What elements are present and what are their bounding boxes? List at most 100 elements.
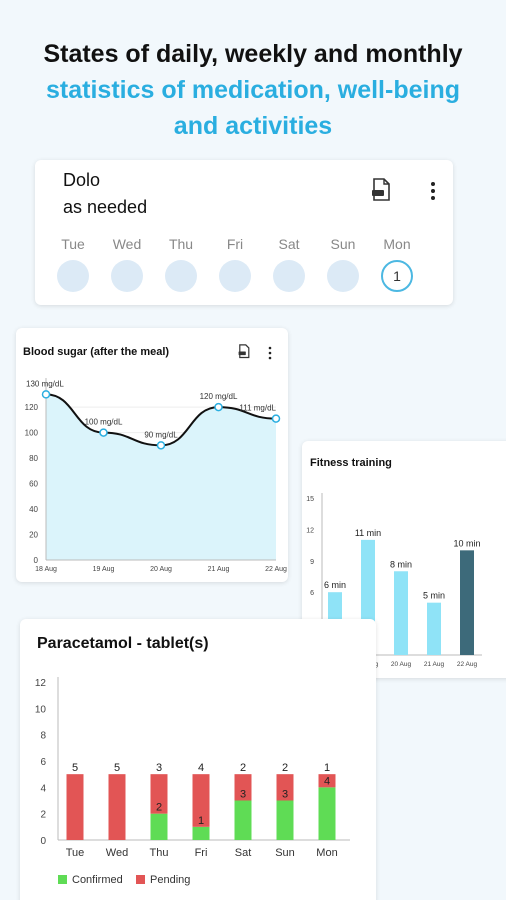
paracetamol-title: Paracetamol - tablet(s): [37, 635, 209, 652]
data-point: [271, 414, 281, 423]
day-label-fri: Fri: [226, 236, 244, 252]
data-label-confirmed: 3: [282, 789, 288, 801]
data-label-pending: 2: [240, 762, 246, 774]
data-label: 120 mg/dL: [200, 392, 238, 401]
data-label: 8 min: [390, 559, 412, 569]
y-tick-label: 60: [29, 480, 38, 489]
data-label: 100 mg/dL: [85, 418, 123, 427]
data-label-pending: 4: [198, 762, 204, 774]
day-label-sun: Sun: [330, 236, 356, 252]
data-label: 6 min: [324, 580, 346, 590]
x-tick-label: 19 Aug: [93, 566, 115, 573]
data-label-pending: 2: [282, 762, 288, 774]
legend-confirmed-label: Confirmed: [72, 874, 123, 886]
y-tick-label: 40: [29, 505, 38, 514]
bar-confirmed: [150, 813, 168, 840]
y-tick-label: 10: [35, 704, 47, 715]
y-tick-label: 6: [40, 757, 46, 768]
x-tick-label: Mon: [316, 847, 337, 859]
bar-confirmed: [276, 800, 294, 840]
data-label: 11 min: [355, 528, 381, 538]
more-vertical-icon[interactable]: [266, 346, 274, 360]
data-label: 111 mg/dL: [239, 404, 276, 413]
x-tick-label: Sun: [275, 847, 295, 859]
bar-pending: [234, 774, 252, 801]
day-label-wed: Wed: [112, 236, 142, 252]
blood-sugar-title: Blood sugar (after the meal): [23, 346, 170, 358]
bar-confirmed: [192, 826, 210, 840]
day-label-tue: Tue: [61, 236, 85, 252]
bar-pending: [108, 774, 126, 840]
bar-pending: [276, 774, 294, 801]
data-label-pending: 1: [324, 762, 330, 774]
data-point: [41, 390, 51, 399]
data-point: [214, 402, 223, 412]
paracetamol-card[interactable]: Paracetamol - tablet(s) 0 2 4 6 8 10 12 5 Tue 5 We…: [20, 619, 376, 900]
x-tick-label: 22 Aug: [457, 661, 478, 668]
bar: [394, 571, 408, 655]
x-tick-label: 20 Aug: [391, 661, 412, 668]
headline-line-2: statistics of medication, well-being: [46, 76, 460, 104]
x-tick-label: 21 Aug: [424, 661, 445, 668]
day-label-sat: Sat: [278, 236, 300, 252]
data-label-confirmed: 1: [198, 815, 204, 827]
bar-pending: [192, 774, 210, 827]
blood-sugar-chart: 0 20 40 60 80 100 120 130 mg/dL 18 Aug 100 mg/dL 1…: [25, 378, 287, 573]
day-dose-indicator[interactable]: [57, 260, 89, 292]
y-tick-label: 8: [40, 731, 46, 742]
x-tick-label: 20 Aug: [150, 566, 172, 573]
data-label-pending: 5: [114, 762, 120, 774]
y-tick-label: 20: [29, 531, 38, 540]
data-point: [99, 428, 108, 437]
x-tick-label: 21 Aug: [208, 566, 230, 573]
data-label-pending: 3: [156, 762, 162, 774]
day-dose-indicator[interactable]: [273, 260, 305, 292]
y-tick-label: 12: [35, 678, 47, 689]
medication-schedule: as needed: [63, 197, 148, 217]
bar: [460, 550, 474, 655]
day-dose-indicator[interactable]: [219, 260, 251, 292]
blood-sugar-card[interactable]: Blood sugar (after the meal) 0 20 40 60 80 10…: [16, 328, 288, 582]
day-label-thu: Thu: [168, 236, 194, 252]
data-point: [156, 441, 166, 450]
more-vertical-icon[interactable]: [427, 180, 439, 202]
x-tick-label: 18 Aug: [35, 566, 57, 573]
legend-confirmed: Confirmed: [58, 874, 123, 886]
y-tick-label: 0: [40, 836, 46, 847]
headline: States of daily, weekly and monthly stat…: [0, 36, 506, 144]
bar-pending: [150, 774, 168, 814]
x-tick-label: Thu: [150, 847, 169, 859]
x-tick-label: Tue: [66, 847, 85, 859]
day-dose-indicator[interactable]: [111, 260, 143, 292]
medication-card[interactable]: Dolo as needed Tue Wed Thu Fri Sat Sun Mon 1: [35, 160, 453, 305]
day-label-mon: Mon: [383, 236, 411, 252]
bar-confirmed: [234, 800, 252, 840]
x-tick-label: Fri: [195, 847, 208, 859]
y-tick-label: 120: [25, 403, 39, 412]
data-label-confirmed: 3: [240, 789, 246, 801]
y-tick-label: 80: [29, 454, 38, 463]
x-tick-label: Wed: [106, 847, 128, 859]
day-dose-indicator[interactable]: 1: [381, 260, 413, 292]
y-tick-label: 9: [310, 559, 314, 566]
bar-pending: [318, 774, 336, 788]
y-tick-label: 4: [40, 783, 46, 794]
data-label: 5 min: [423, 591, 445, 601]
x-tick-label: Sat: [235, 847, 252, 859]
legend-pending: Pending: [136, 874, 190, 886]
bar: [427, 602, 441, 655]
fitness-title: Fitness training: [310, 457, 392, 469]
data-label: 10 min: [453, 538, 480, 548]
y-tick-label: 12: [306, 527, 314, 534]
day-dose-indicator[interactable]: [165, 260, 197, 292]
y-tick-label: 15: [306, 496, 314, 503]
day-dose-indicator[interactable]: [327, 260, 359, 292]
paracetamol-chart: 0246810125Tue5Wed32Thu41Fri23Sat23Sun14M…: [35, 677, 350, 859]
data-label-pending: 5: [72, 762, 78, 774]
y-tick-label: 0: [34, 556, 39, 565]
pdf-report-icon[interactable]: [371, 178, 391, 202]
pdf-report-icon[interactable]: [238, 344, 250, 359]
x-tick-label: 22 Aug: [265, 566, 287, 573]
data-label-confirmed: 4: [324, 775, 330, 787]
y-tick-label: 100: [25, 429, 39, 438]
